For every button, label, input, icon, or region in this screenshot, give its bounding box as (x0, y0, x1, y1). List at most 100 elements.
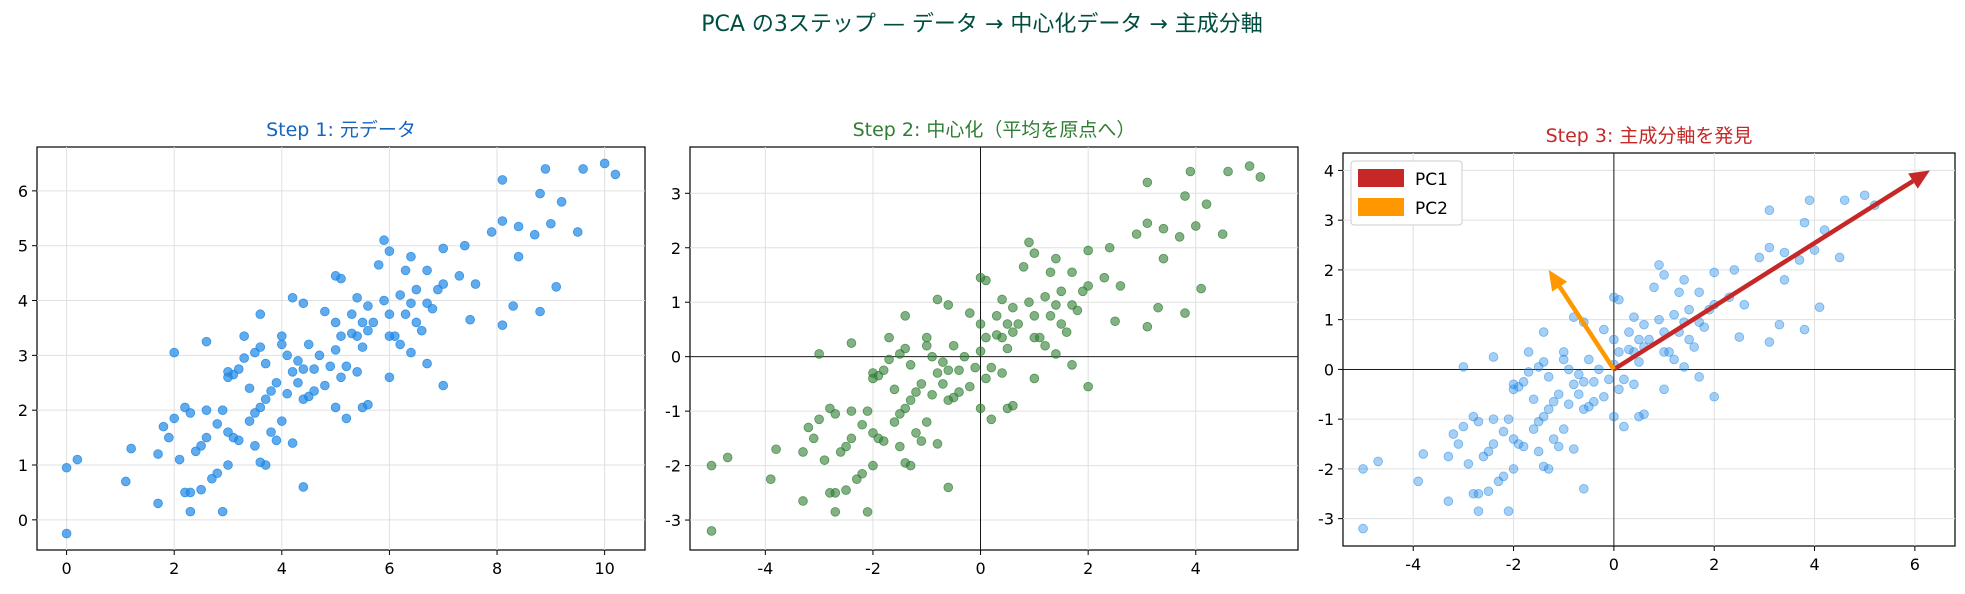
data-point (164, 432, 174, 443)
data-point (1589, 396, 1599, 407)
data-point (1518, 377, 1529, 387)
data-point (497, 175, 508, 185)
data-point (336, 273, 346, 284)
data-point (61, 462, 72, 473)
data-point (981, 332, 991, 343)
data-point (1153, 302, 1163, 313)
data-point (1217, 229, 1228, 239)
data-point (497, 216, 508, 226)
data-point (438, 380, 449, 391)
data-point (255, 342, 266, 352)
data-point (309, 364, 319, 374)
data-point (61, 528, 72, 539)
panel-1-title: Step 1: 元データ (266, 119, 416, 141)
data-point (223, 460, 233, 470)
data-point (1779, 275, 1790, 285)
data-point (830, 488, 841, 498)
data-point (1573, 389, 1584, 400)
data-point (1639, 409, 1649, 419)
data-point (1463, 459, 1474, 469)
x-tick-label: -2 (1506, 555, 1522, 574)
y-tick-label: 0 (1324, 360, 1334, 379)
data-point (1694, 287, 1704, 298)
data-point (1604, 374, 1614, 385)
panel-2-ticks: -4 -2 0 2 4 -3 -2 -1 0 1 2 3 (665, 184, 1201, 578)
data-point (954, 365, 964, 376)
y-tick-label: -2 (1318, 460, 1334, 479)
data-point (975, 403, 986, 414)
data-point (610, 169, 621, 180)
legend-label-pc1: PC1 (1415, 170, 1448, 190)
data-point (153, 449, 163, 459)
data-point (1684, 304, 1694, 315)
data-point (900, 403, 911, 414)
data-point (416, 325, 427, 336)
data-point (927, 389, 937, 400)
data-point (1654, 314, 1664, 325)
data-point (1523, 367, 1534, 377)
data-point (1599, 324, 1609, 335)
data-point (1358, 523, 1368, 534)
data-point (1679, 275, 1689, 285)
data-point (1051, 349, 1061, 359)
data-point (1373, 456, 1383, 467)
y-tick-label: 1 (1324, 311, 1334, 330)
panel-2-frame (689, 146, 1299, 551)
data-point (765, 474, 776, 485)
data-point (1684, 334, 1694, 345)
data-point (1584, 401, 1594, 412)
data-point (411, 317, 422, 328)
data-point (841, 441, 851, 452)
data-point (916, 379, 927, 389)
data-point (948, 340, 959, 351)
data-point (185, 506, 196, 517)
panel-2-title: Step 2: 中心化（平均を原点へ） (853, 119, 1136, 141)
data-point (1190, 221, 1201, 231)
data-point (981, 373, 991, 384)
data-point (1764, 205, 1775, 216)
data-point (384, 309, 395, 320)
data-point (1083, 245, 1093, 256)
x-tick-label: 6 (384, 559, 394, 578)
data-point (1008, 302, 1018, 313)
data-point (303, 339, 314, 350)
data-point (1473, 416, 1484, 427)
data-point (1503, 414, 1514, 424)
data-point (1634, 357, 1644, 367)
data-point (959, 351, 970, 362)
data-point (1131, 229, 1142, 239)
panel-3-ticks: -4 -2 0 2 4 6 -3 -2 -1 0 1 2 3 4 (1318, 161, 1920, 574)
data-point (551, 282, 562, 292)
data-point (400, 265, 411, 276)
data-point (1614, 294, 1624, 305)
data-point (336, 331, 346, 341)
data-point (120, 476, 131, 487)
data-point (1503, 506, 1514, 516)
data-point (1528, 424, 1539, 434)
data-point (1083, 381, 1093, 392)
data-point (1528, 394, 1539, 405)
y-tick-label: 0 (18, 511, 28, 530)
data-point (943, 365, 954, 376)
data-point (1739, 299, 1750, 310)
data-point (1508, 379, 1519, 390)
data-point (878, 436, 889, 446)
x-tick-label: 0 (61, 559, 71, 578)
data-point (217, 506, 228, 517)
data-point (1488, 352, 1499, 362)
x-tick-label: 4 (1191, 559, 1201, 578)
data-point (1493, 476, 1504, 487)
data-point (1804, 195, 1815, 206)
data-point (529, 229, 540, 240)
x-tick-label: -2 (865, 559, 881, 578)
data-point (1558, 347, 1569, 357)
data-point (373, 260, 384, 270)
data-point (363, 399, 373, 410)
data-point (1538, 327, 1549, 337)
data-point (857, 419, 867, 430)
data-point (1814, 302, 1825, 313)
data-point (814, 349, 824, 359)
data-point (1754, 252, 1765, 263)
data-point (1578, 377, 1589, 387)
data-point (266, 427, 276, 437)
